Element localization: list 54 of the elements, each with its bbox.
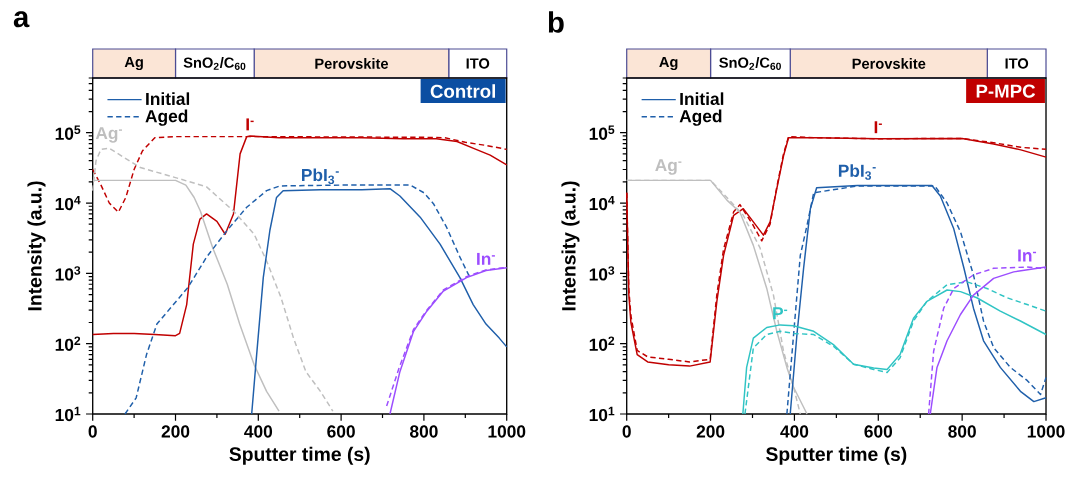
y-axis-title: Intensity (a.u.) — [561, 181, 580, 311]
annotation: Ag$^{-}$ — [95, 127, 123, 143]
legend-label: Initial — [680, 92, 724, 106]
annotation: In$^{-}$ — [1018, 249, 1037, 262]
annotation: In$^{-}$ — [477, 252, 495, 265]
chart-title: a — [13, 11, 30, 28]
x-tick-label: 800 — [409, 425, 438, 438]
x-axis-title: Sputter time (s) — [229, 446, 370, 465]
chart-subtitle: Control — [430, 84, 495, 98]
y-tick-label: 10$^{1}$ — [55, 406, 81, 422]
chart-title: b — [548, 11, 564, 33]
x-axis-title: Sputter time (s) — [766, 446, 907, 465]
y-tick-label: 10$^{5}$ — [55, 125, 81, 140]
x-tick-label: 200 — [696, 425, 725, 438]
annotation: P$^{-}$ — [773, 307, 788, 320]
y-tick-label: 10$^{2}$ — [55, 336, 81, 351]
x-tick-label: 1000 — [488, 425, 526, 438]
x-tick-label: 400 — [244, 425, 273, 438]
y-tick-label: 10$^{1}$ — [589, 406, 615, 422]
line-series — [124, 184, 471, 415]
y-tick-label: 10$^{3}$ — [55, 266, 81, 281]
x-tick-label: 1000 — [1027, 425, 1065, 438]
x-tick-label: 0 — [622, 425, 631, 438]
x-tick-label: 200 — [161, 425, 190, 438]
legend-label: Initial — [146, 92, 190, 106]
y-tick-label: 10$^{5}$ — [589, 125, 615, 140]
x-tick-label: 0 — [88, 425, 97, 438]
series-label: ITO — [466, 58, 490, 69]
series-label: Ag — [659, 56, 678, 71]
annotation: PbI$_{3}$- — [302, 168, 339, 185]
legend-label: Aged — [145, 109, 188, 126]
y-axis-title: Intensity (a.u.) — [27, 181, 46, 311]
y-tick-label: 10$^{2}$ — [589, 336, 615, 351]
annotation: PbI$_{3}$- — [838, 164, 876, 180]
chart-subtitle: P-MPC — [976, 84, 1036, 98]
series-label: Ag — [124, 56, 143, 71]
series-label: Perovskite — [315, 58, 389, 69]
annotation: I$^{-}$ — [874, 121, 882, 134]
series-label: ITO — [1005, 58, 1029, 69]
x-tick-label: 800 — [948, 425, 976, 438]
series-label: SnO$_{2}$/C$_{60}$ — [183, 57, 246, 70]
series-label: Perovskite — [852, 58, 926, 69]
series-label: SnO$_{2}$/C$_{60}$ — [719, 57, 781, 70]
x-tick-label: 600 — [327, 425, 355, 438]
x-tick-label: 400 — [780, 425, 809, 438]
line-series — [91, 147, 334, 412]
y-tick-label: 10$^{3}$ — [589, 266, 615, 281]
y-tick-label: 10$^{4}$ — [55, 195, 81, 211]
annotation: Ag$^{-}$ — [655, 159, 682, 175]
x-tick-label: 600 — [864, 425, 893, 438]
annotation: I$^{-}$ — [246, 118, 254, 131]
legend-label: Aged — [679, 109, 722, 126]
line-series — [250, 187, 508, 415]
y-tick-label: 10$^{4}$ — [589, 195, 615, 211]
